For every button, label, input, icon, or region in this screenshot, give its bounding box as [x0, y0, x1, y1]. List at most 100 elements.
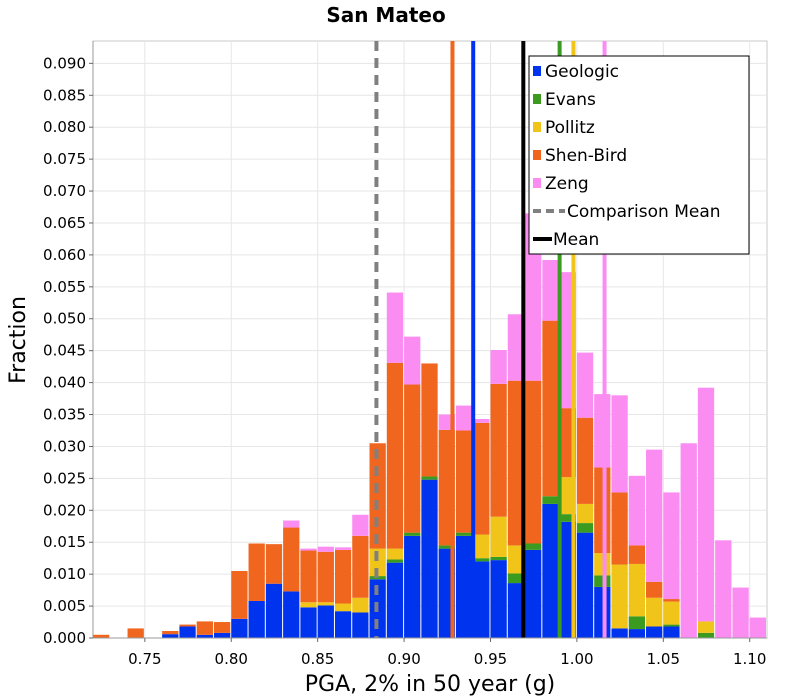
bar-geologic [490, 560, 507, 638]
bar-shen-bird [404, 384, 421, 533]
bar-geologic [317, 605, 334, 638]
bar-geologic [162, 634, 179, 638]
bar-geologic [231, 618, 248, 638]
legend-label-evans: Evans [545, 90, 596, 110]
y-tick-label: 0.090 [43, 54, 86, 72]
bar-shen-bird [594, 467, 611, 554]
bar-shen-bird [421, 363, 438, 477]
bar-shen-bird [213, 622, 231, 633]
bar-shen-bird [473, 422, 490, 535]
y-tick-label: 0.075 [43, 150, 86, 168]
bar-zeng [300, 548, 317, 551]
y-tick-label: 0.040 [43, 374, 86, 392]
bar-zeng [283, 520, 300, 528]
bar-zeng [732, 587, 749, 638]
bar-geologic [386, 562, 404, 638]
bar-shen-bird [162, 630, 179, 635]
bar-geologic [507, 583, 525, 638]
bar-zeng [542, 260, 559, 321]
legend-label-mean: Mean [553, 230, 599, 250]
legend-swatch-shen-bird [533, 150, 541, 160]
y-axis-label: Fraction [6, 296, 31, 384]
bar-geologic [265, 583, 283, 638]
bar-evans [507, 573, 525, 584]
bar-evans [697, 632, 715, 638]
bar-zeng [628, 475, 646, 546]
bar-pollitz [594, 553, 611, 576]
bar-shen-bird [334, 549, 352, 604]
bar-evans [594, 575, 611, 587]
bar-geologic [576, 532, 594, 638]
bar-pollitz [473, 534, 490, 559]
bar-shen-bird [646, 581, 663, 598]
bar-shen-bird [196, 621, 213, 635]
bar-shen-bird [127, 628, 144, 638]
y-tick-label: 0.000 [43, 629, 86, 647]
y-tick-label: 0.085 [43, 86, 86, 104]
bar-zeng [455, 405, 473, 431]
bar-pollitz [628, 563, 646, 617]
bar-zeng [404, 336, 421, 385]
bar-zeng [663, 492, 680, 600]
bar-evans [386, 559, 404, 563]
bar-pollitz [507, 545, 525, 574]
bar-evans [525, 543, 542, 550]
y-tick-label: 0.065 [43, 214, 86, 232]
bar-shen-bird [611, 492, 628, 565]
bar-geologic [404, 535, 421, 638]
bar-shen-bird [455, 430, 473, 533]
chart-title: San Mateo [326, 3, 445, 27]
y-tick-label: 0.050 [43, 310, 86, 328]
bar-shen-bird [265, 544, 283, 584]
bar-pollitz [646, 597, 663, 627]
legend-swatch-geologic [533, 66, 541, 76]
legend-swatch-evans [533, 94, 541, 104]
bar-shen-bird [283, 527, 300, 592]
bar-shen-bird [248, 543, 265, 601]
bar-shen-bird [542, 320, 559, 497]
y-tick-label: 0.025 [43, 469, 86, 487]
bar-shen-bird [490, 383, 507, 517]
bar-zeng [749, 617, 766, 638]
bar-zeng [507, 314, 525, 381]
legend-swatch-zeng [533, 178, 541, 188]
y-tick-label: 0.070 [43, 182, 86, 200]
bar-zeng [352, 514, 369, 536]
bar-geologic [300, 607, 317, 638]
bar-geologic [421, 479, 438, 638]
legend-label-pollitz: Pollitz [545, 118, 595, 138]
bar-evans [542, 496, 559, 504]
axes [92, 41, 767, 639]
x-tick-label: 1.00 [560, 650, 593, 668]
bar-geologic [473, 561, 490, 638]
bar-zeng [525, 213, 542, 381]
bar-pollitz [490, 516, 507, 557]
y-tick-label: 0.005 [43, 597, 86, 615]
bar-pollitz [317, 602, 334, 606]
bar-zeng [680, 443, 697, 638]
bar-zeng [473, 418, 490, 423]
bar-geologic [525, 549, 542, 638]
bar-geologic [663, 626, 680, 638]
x-tick-label: 0.95 [474, 650, 507, 668]
y-tick-label: 0.035 [43, 406, 86, 424]
legend: Geologic Evans Pollitz Shen-Bird Zeng Compari… [528, 55, 750, 255]
bar-geologic [283, 591, 300, 638]
y-tick-label: 0.020 [43, 501, 86, 519]
bar-zeng [611, 395, 628, 493]
bar-shen-bird [507, 380, 525, 546]
bar-pollitz [386, 548, 404, 560]
bar-zeng [317, 546, 334, 552]
legend-label-shen-bird: Shen-Bird [545, 146, 627, 166]
x-tick-label: 0.85 [301, 650, 334, 668]
x-axis-ticks: 0.75 0.80 0.85 0.90 0.95 1.00 1.05 1.10 [128, 638, 766, 668]
bar-evans [473, 558, 490, 562]
x-tick-label: 1.10 [733, 650, 766, 668]
bar-geologic [542, 503, 559, 638]
x-axis-label: PGA, 2% in 50 year (g) [305, 672, 556, 697]
bar-geologic [594, 586, 611, 638]
y-axis-ticks: 0.000 0.005 0.010 0.015 0.020 0.025 0.030 0.035… [43, 54, 93, 647]
bar-geologic [611, 628, 628, 638]
y-tick-label: 0.015 [43, 533, 86, 551]
x-tick-label: 0.80 [215, 650, 248, 668]
